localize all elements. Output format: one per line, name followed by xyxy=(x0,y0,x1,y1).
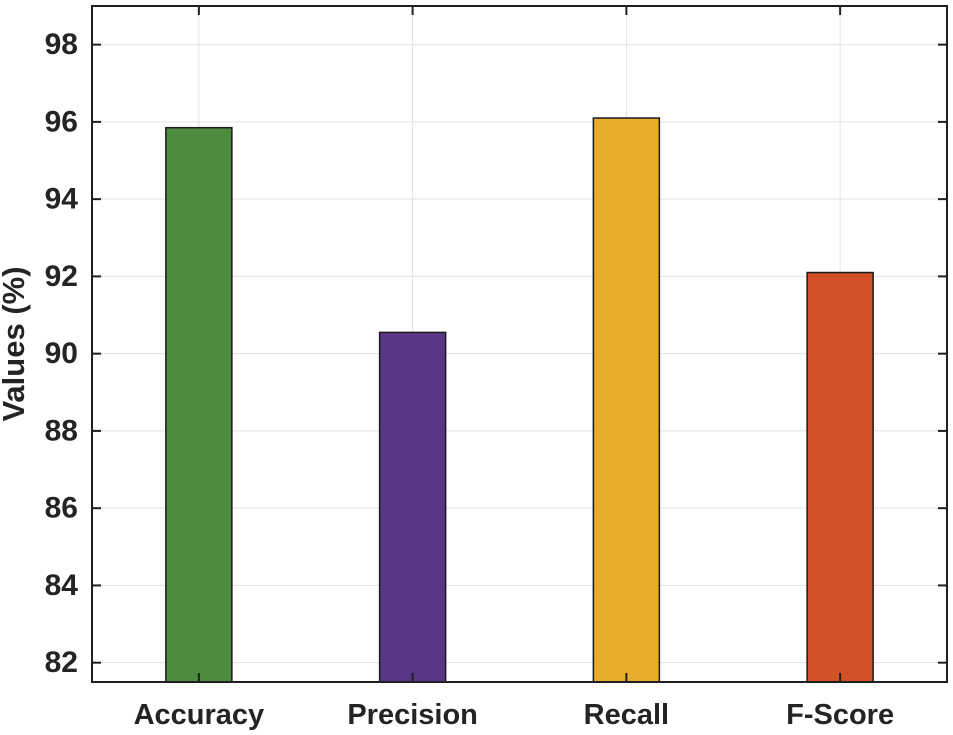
y-axis-title: Values (%) xyxy=(0,266,31,421)
y-tick-label: 84 xyxy=(45,569,79,602)
y-tick-label: 94 xyxy=(45,183,79,216)
bar-recall xyxy=(592,117,661,683)
x-category-label: Precision xyxy=(347,699,478,731)
bar-precision xyxy=(378,331,447,683)
x-category-label: F-Score xyxy=(786,699,894,731)
y-tick-label: 96 xyxy=(45,105,78,138)
x-category-label: Accuracy xyxy=(134,699,265,731)
y-tick-label: 98 xyxy=(45,28,78,61)
bar-accuracy xyxy=(165,126,233,683)
y-tick-label: 90 xyxy=(45,337,78,370)
y-tick-label: 86 xyxy=(45,492,78,525)
bar-f-score xyxy=(806,271,874,683)
y-tick-label: 82 xyxy=(45,646,78,679)
y-tick-label: 88 xyxy=(45,414,78,447)
x-category-label: Recall xyxy=(584,699,669,731)
axis-box xyxy=(91,5,948,683)
plot-area xyxy=(92,6,947,682)
y-tick-label: 92 xyxy=(45,260,78,293)
